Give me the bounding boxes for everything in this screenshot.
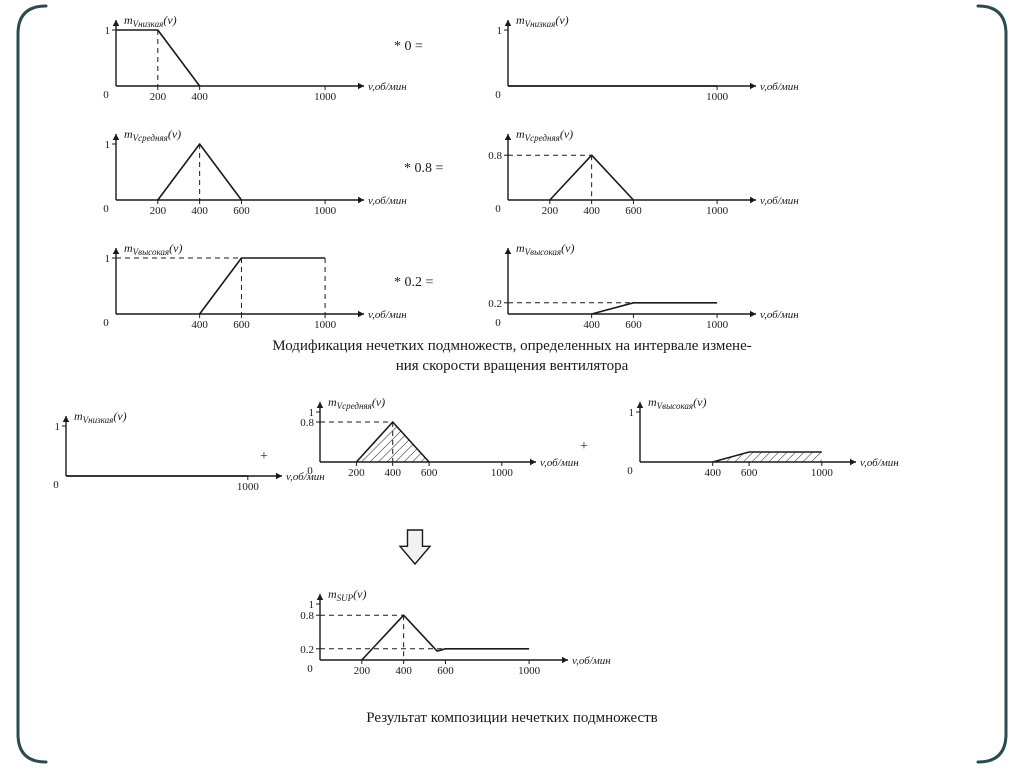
svg-text:1000: 1000 (237, 481, 260, 493)
svg-text:1: 1 (105, 253, 111, 265)
svg-text:mVвысокая(v): mVвысокая(v) (648, 395, 706, 411)
plot-low: 0 200 400 1000 v,об/мин 1 mVнизкая(v) (103, 13, 407, 103)
svg-text:600: 600 (625, 205, 642, 217)
svg-text:1: 1 (55, 421, 61, 433)
operator-text: * 0.2 = (394, 275, 434, 290)
svg-text:400: 400 (191, 319, 208, 331)
svg-text:mVсредняя(v): mVсредняя(v) (328, 395, 385, 411)
plot-high: 0 400 600 1000 v,об/мин 1 mVвысокая(v) (103, 241, 407, 331)
plot-smHigh: 0 400 600 1000 v,об/мин 1 mVвысокая(v) (627, 395, 899, 479)
xlabel: v,об/мин (368, 195, 407, 207)
svg-text:0: 0 (103, 89, 109, 101)
xlabel: v,об/мин (860, 457, 899, 469)
plot-high02: 0 400 600 1000 v,об/мин 0.2 mVвысокая(v) (488, 241, 799, 331)
svg-text:400: 400 (191, 205, 208, 217)
svg-text:1: 1 (105, 139, 111, 151)
svg-text:mSUP(v): mSUP(v) (328, 587, 367, 603)
svg-text:400: 400 (704, 467, 721, 479)
svg-text:mVнизкая(v): mVнизкая(v) (516, 13, 569, 29)
operator-text: * 0 = (394, 39, 423, 54)
svg-text:0.8: 0.8 (300, 610, 314, 622)
svg-text:mVсредняя(v): mVсредняя(v) (124, 127, 181, 143)
diagram-svg: 02004001000v,об/мин1mVнизкая(v)01000v,об… (0, 0, 1024, 768)
svg-text:0: 0 (495, 203, 501, 215)
plot-low0: 0 1000 v,об/мин 1 mVнизкая(v) (495, 13, 799, 103)
plot-med08: 0 200 400 600 1000 v,об/мин 0.8 mVсредняя(v) (488, 127, 799, 217)
svg-text:1000: 1000 (314, 205, 337, 217)
svg-text:400: 400 (191, 91, 208, 103)
svg-text:0: 0 (627, 465, 633, 477)
svg-text:600: 600 (437, 665, 454, 677)
svg-text:0.8: 0.8 (300, 417, 314, 429)
svg-text:600: 600 (741, 467, 758, 479)
svg-text:0: 0 (307, 663, 313, 675)
svg-text:1000: 1000 (706, 205, 729, 217)
svg-text:200: 200 (542, 205, 559, 217)
xlabel: v,об/мин (540, 457, 579, 469)
svg-text:400: 400 (395, 665, 412, 677)
svg-text:0: 0 (495, 89, 501, 101)
svg-text:1000: 1000 (811, 467, 834, 479)
plot-sup: 0 200 400 600 1000 v,об/мин 10.8 0.2 mSUP(v) (300, 587, 611, 677)
svg-text:1000: 1000 (518, 665, 541, 677)
svg-text:1000: 1000 (491, 467, 514, 479)
figure: { "colors":{"bg":"#ffffff","stroke":"#1a… (0, 0, 1024, 768)
svg-text:600: 600 (421, 467, 438, 479)
operator-text: * 0.8 = (404, 161, 444, 176)
svg-text:0: 0 (53, 479, 59, 491)
svg-text:1000: 1000 (314, 319, 337, 331)
svg-text:1000: 1000 (314, 91, 337, 103)
svg-text:0.2: 0.2 (488, 298, 502, 310)
operator-text: + (260, 449, 268, 464)
svg-text:400: 400 (583, 205, 600, 217)
svg-text:1000: 1000 (706, 91, 729, 103)
svg-text:0: 0 (103, 203, 109, 215)
svg-text:200: 200 (150, 91, 167, 103)
svg-text:mVнизкая(v): mVнизкая(v) (124, 13, 177, 29)
xlabel: v,об/мин (760, 309, 799, 321)
svg-text:0.2: 0.2 (300, 644, 314, 656)
svg-text:0: 0 (103, 317, 109, 329)
svg-text:mVвысокая(v): mVвысокая(v) (516, 241, 574, 257)
svg-text:0.8: 0.8 (488, 150, 502, 162)
xlabel: v,об/мин (760, 195, 799, 207)
svg-text:0: 0 (495, 317, 501, 329)
svg-text:400: 400 (384, 467, 401, 479)
xlabel: v,об/мин (286, 471, 325, 483)
caption-line: ния скорости вращения вентилятора (396, 358, 629, 374)
operator-text: + (580, 439, 588, 454)
plot-smLow: 0 1000 v,об/мин 1 mVнизкая(v) (53, 409, 325, 493)
caption-line: Модификация нечетких подмножеств, опреде… (272, 338, 752, 354)
svg-text:1: 1 (309, 599, 315, 611)
svg-text:0: 0 (307, 465, 313, 477)
xlabel: v,об/мин (572, 655, 611, 667)
svg-text:mVнизкая(v): mVнизкая(v) (74, 409, 127, 425)
plot-smMed: 02004006001000v,об/мин10.8mVсредняя(v) (300, 395, 579, 479)
xlabel: v,об/мин (368, 309, 407, 321)
plot-med: 0 200 400 600 1000 v,об/мин 1 mVсредняя(v) (103, 127, 407, 217)
svg-text:1000: 1000 (706, 319, 729, 331)
svg-text:200: 200 (354, 665, 371, 677)
svg-text:1: 1 (105, 25, 111, 37)
svg-text:400: 400 (583, 319, 600, 331)
svg-text:1: 1 (497, 25, 503, 37)
down-arrow-icon (400, 530, 430, 564)
svg-text:mVсредняя(v): mVсредняя(v) (516, 127, 573, 143)
svg-text:600: 600 (625, 319, 642, 331)
svg-text:600: 600 (233, 205, 250, 217)
xlabel: v,об/мин (368, 81, 407, 93)
svg-text:200: 200 (150, 205, 167, 217)
svg-text:600: 600 (233, 319, 250, 331)
svg-text:mVвысокая(v): mVвысокая(v) (124, 241, 182, 257)
svg-text:1: 1 (629, 407, 635, 419)
caption-line: Результат композиции нечетких подмножест… (366, 710, 658, 726)
svg-text:200: 200 (348, 467, 365, 479)
xlabel: v,об/мин (760, 81, 799, 93)
